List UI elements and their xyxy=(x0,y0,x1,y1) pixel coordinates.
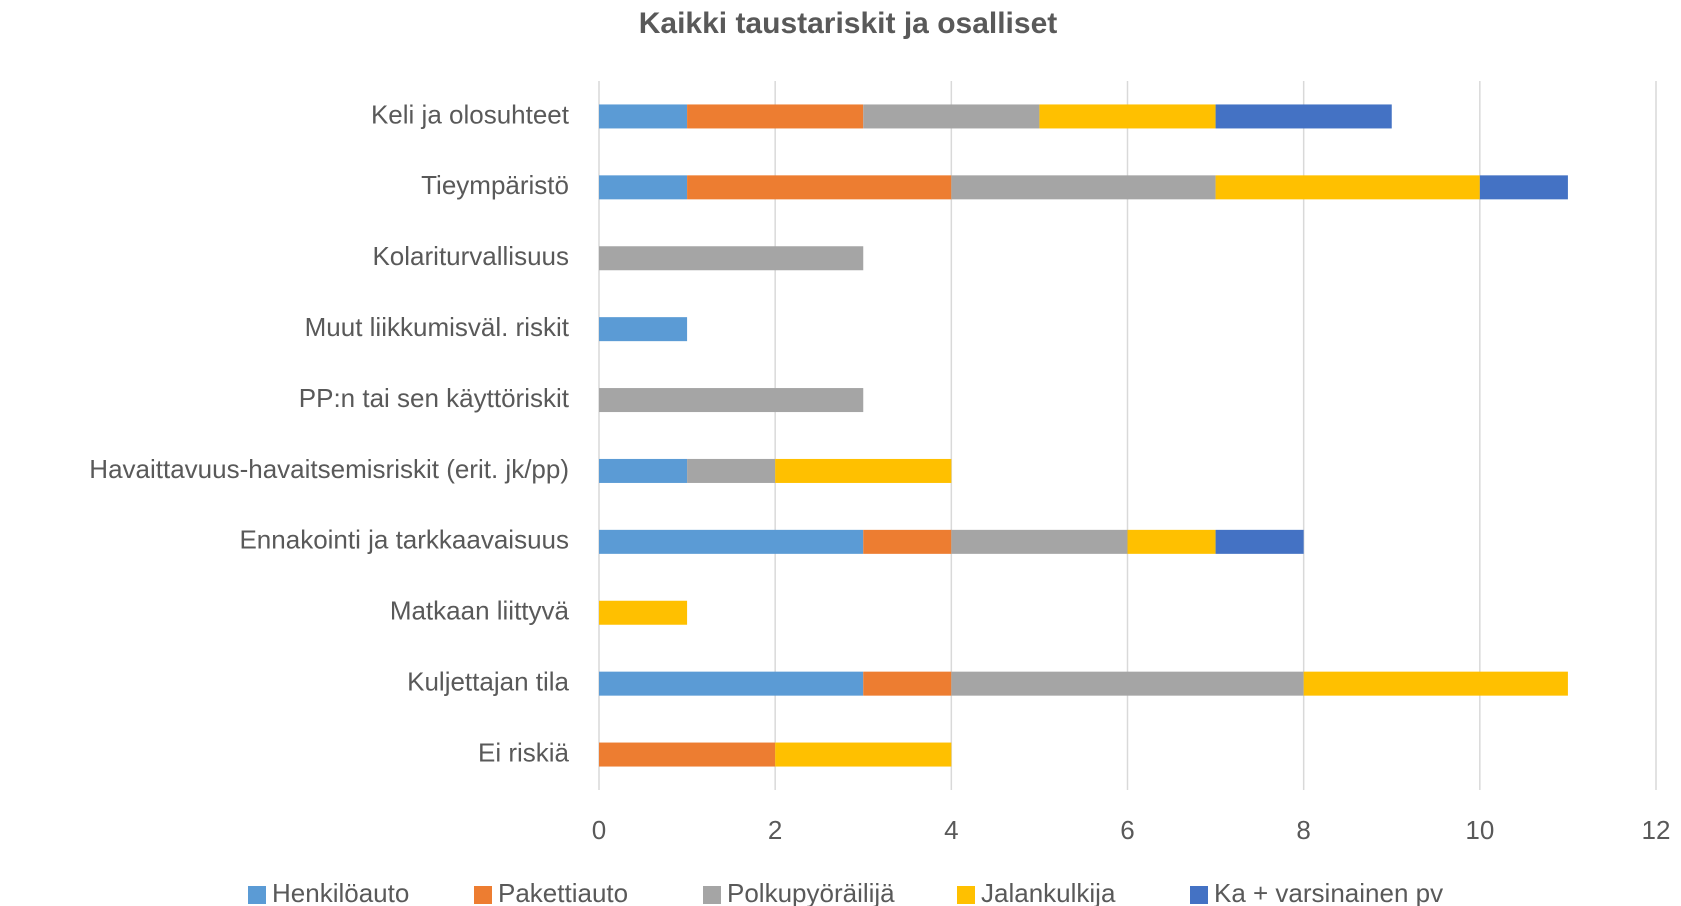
bar-segment xyxy=(599,529,864,554)
bar-segment xyxy=(1215,175,1480,200)
y-tick-label: Tieympäristö xyxy=(421,170,569,200)
legend-swatch xyxy=(474,886,492,904)
x-tick-label: 12 xyxy=(1642,815,1671,845)
x-tick-label: 0 xyxy=(592,815,606,845)
bar-segment xyxy=(599,600,688,625)
bar-segment xyxy=(599,246,864,271)
y-tick-label: Kolariturvallisuus xyxy=(372,241,569,271)
x-tick-label: 6 xyxy=(1120,815,1134,845)
legend-swatch xyxy=(703,886,721,904)
bar-segment xyxy=(1039,104,1216,129)
legend-label: Ka + varsinainen pv xyxy=(1214,878,1443,906)
x-tick-label: 10 xyxy=(1465,815,1494,845)
bar-segment xyxy=(951,175,1216,200)
legend-label: Henkilöauto xyxy=(272,878,409,906)
x-tick-label: 2 xyxy=(768,815,782,845)
bar-segment xyxy=(951,671,1304,696)
legend-label: Polkupyöräilijä xyxy=(727,878,895,906)
bar-segment xyxy=(599,388,864,413)
bar-segment xyxy=(687,175,952,200)
bar-segment xyxy=(863,104,1040,129)
bar-segment xyxy=(687,104,864,129)
y-tick-label: Ei riskiä xyxy=(478,737,570,767)
x-tick-label: 8 xyxy=(1296,815,1310,845)
bar-segment xyxy=(1215,529,1304,554)
chart-title: Kaikki taustariskit ja osalliset xyxy=(639,7,1058,40)
bar-segment xyxy=(599,671,864,696)
y-tick-label: PP:n tai sen käyttöriskit xyxy=(299,383,570,413)
y-tick-label: Keli ja olosuhteet xyxy=(371,99,570,129)
y-tick-label: Matkaan liittyvä xyxy=(390,596,570,626)
y-tick-label: Muut liikkumisväl. riskit xyxy=(305,312,570,342)
bar-segment xyxy=(599,458,688,483)
bar-segment xyxy=(599,175,688,200)
y-tick-label: Kuljettajan tila xyxy=(407,667,569,697)
bar-segment xyxy=(863,529,952,554)
legend-label: Jalankulkija xyxy=(981,878,1116,906)
bar-segment xyxy=(1215,104,1392,129)
bar-segment xyxy=(863,671,952,696)
x-tick-label: 4 xyxy=(944,815,958,845)
bar-segment xyxy=(1127,529,1216,554)
legend-swatch xyxy=(957,886,975,904)
bar-segment xyxy=(1479,175,1568,200)
y-tick-label: Havaittavuus-havaitsemisriskit (erit. jk… xyxy=(89,454,569,484)
y-tick-label: Ennakointi ja tarkkaavaisuus xyxy=(239,525,569,555)
legend-label: Pakettiauto xyxy=(498,878,628,906)
bar-segment xyxy=(1303,671,1568,696)
legend-swatch xyxy=(248,886,266,904)
legend-swatch xyxy=(1190,886,1208,904)
bar-segment xyxy=(687,458,776,483)
bar-segment xyxy=(775,742,952,767)
bar-segment xyxy=(599,742,776,767)
bar-segment xyxy=(599,104,688,129)
bar-segment xyxy=(951,529,1128,554)
bar-segment xyxy=(775,458,952,483)
bar-segment xyxy=(599,317,688,342)
